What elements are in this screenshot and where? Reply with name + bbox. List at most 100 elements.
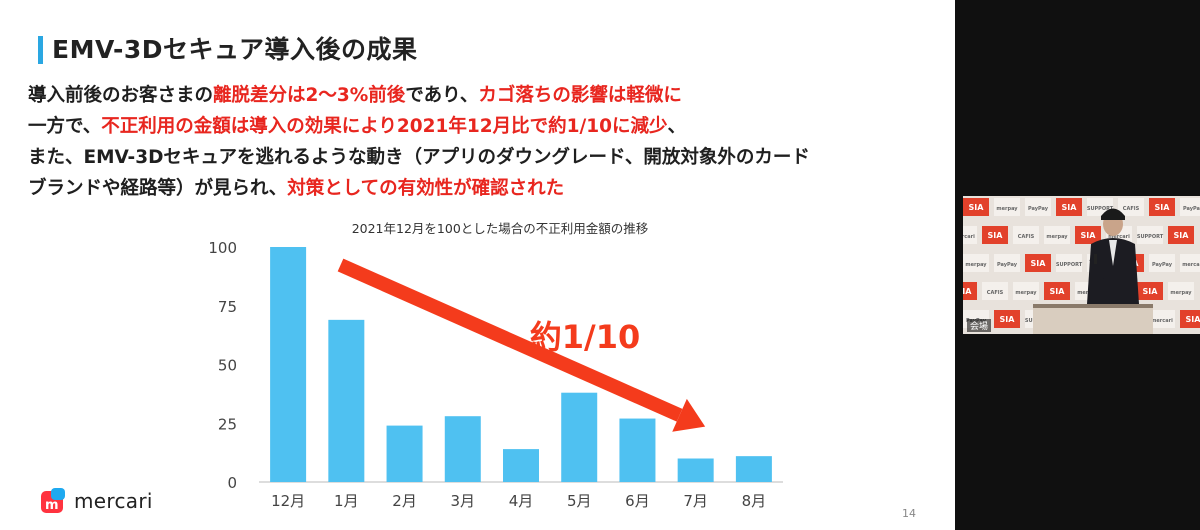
backdrop-logo-text: SIA [1186,315,1200,324]
chart-title: 2021年12月を100とした場合の不正利用金額の推移 [352,221,649,236]
x-tick-label: 8月 [742,492,767,510]
y-tick-label: 75 [218,298,237,316]
backdrop-logo-text: CAFIS [987,290,1004,296]
backdrop-logo-text: SIA [1143,287,1159,296]
backdrop-logo-tile [994,254,1020,272]
body-line: また、EMV-3Dセキュアを逃れるような動き（アプリのダウングレード、開放対象外… [28,142,943,173]
chart-annotation: 約1/10 [530,318,641,356]
y-tick-label: 100 [208,239,237,257]
body-text-segment: 、 [667,116,687,137]
backdrop-logo-tile [1149,254,1175,272]
slide-body-text: 導入前後のお客さまの離脱差分は2～3%前後であり、カゴ落ちの影響は軽微に 一方で、… [28,80,943,204]
mercari-logo-icon: m [41,488,65,513]
backdrop-logo-tile [1025,254,1051,272]
body-line: 導入前後のお客さまの離脱差分は2～3%前後であり、カゴ落ちの影響は軽微に [28,80,943,111]
backdrop-logo-tile [1149,310,1175,328]
backdrop-logo-text: SIA [1174,231,1190,240]
y-tick-label: 50 [218,357,237,375]
backdrop-logo-text: merpay [965,262,987,268]
backdrop-logo-tile [963,226,977,244]
trend-arrow [337,258,683,422]
body-text-segment: 導入前後のお客さまの [28,85,214,106]
backdrop-logo-text: SIA [1062,203,1078,212]
backdrop-logo-text: SIA [1000,315,1016,324]
mercari-logo: m mercari [40,488,153,514]
body-text-segment: また、EMV-3Dセキュアを逃れるような動き（アプリのダウングレード、開放対象外… [28,147,810,168]
podium [1033,306,1153,334]
backdrop-logo-text: CAFIS [1018,234,1035,240]
backdrop-logo-text: SIA [969,203,985,212]
backdrop-logo-text: CAFIS [1123,206,1140,212]
x-tick-label: 3月 [451,492,476,510]
backdrop-logo-tile [963,282,977,300]
backdrop-logo-tile [1013,226,1039,244]
backdrop-logo-tile [963,198,989,216]
x-tick-label: 2月 [392,492,417,510]
backdrop-logo-tile [1168,226,1194,244]
backdrop-logo-text: merpay [1046,234,1068,240]
backdrop-logo-tile [1044,282,1070,300]
backdrop-logo-tile [982,282,1008,300]
backdrop-logo-tile [1075,226,1101,244]
backdrop-logo-text: PayPay [1152,262,1173,268]
backdrop-logo-text: SIA [1050,287,1066,296]
backdrop-logo-tile [994,198,1020,216]
backdrop-logo-text: SIA [963,287,972,296]
svg-text:m: m [45,498,59,513]
backdrop-logo-text: SIA [1081,231,1097,240]
backdrop-logo-tile [1180,310,1200,328]
highlighted-text: カゴ落ちの影響は軽微に [478,85,682,106]
backdrop-logo-tile [1025,198,1051,216]
highlighted-text: 離脱差分は2～3%前後 [213,85,406,106]
backdrop-logo-tile [994,310,1020,328]
backdrop-logo-tile [1137,226,1163,244]
backdrop-logo-text: merpay [1170,290,1192,296]
backdrop-logo-tile [1168,282,1194,300]
chart-bar [503,449,539,482]
backdrop-logo-text: merpay [1015,290,1037,296]
backdrop-logo-tile [1180,198,1200,216]
chart-bar [444,416,481,482]
backdrop-logo-text: mercari [1108,234,1130,240]
chart-bar [619,418,656,482]
backdrop-logo-tile [1056,254,1082,272]
bar-chart: 2021年12月を100とした場合の不正利用金額の推移 0 25 50 75 100 12月… [208,221,783,510]
chart-bar [328,319,365,482]
backdrop-logo-tile [1056,198,1082,216]
speaker-video-feed[interactable]: SIA merpay PayPay SIA SUPPORT CAFIS SIA PayPay m… [963,196,1200,334]
body-line: 一方で、不正利用の金額は導入の効果により2021年12月比で約1/10に減少、 [28,111,943,142]
slide-title: EMV-3Dセキュア導入後の成果 [52,35,418,64]
highlighted-text: 対策としての有効性が確認された [287,178,565,199]
speaker-video-image: SIA merpay PayPay SIA SUPPORT CAFIS SIA PayPay m… [963,198,1200,334]
chart-bar [270,247,307,482]
backdrop-logo-text: SIA [1155,203,1171,212]
backdrop-logo-text: SIA [988,231,1004,240]
x-tick-label: 7月 [683,492,708,510]
x-tick-label: 1月 [334,492,359,510]
backdrop-logo-text: PayPay [997,262,1018,268]
y-tick-label: 25 [218,415,237,433]
x-tick-label: 5月 [567,492,592,510]
backdrop-logo-text: SUPPORT [1087,206,1114,212]
backdrop-logo-text: SUPPORT [1056,262,1083,268]
chart-bar [561,392,598,482]
body-text-segment: ブランドや経路等）が見られ、 [28,178,288,199]
x-tick-label: 12月 [271,492,305,510]
chart-bar [735,456,772,482]
backdrop-logo-text: PayPay [1183,206,1200,212]
backdrop-logo-tile [1044,226,1070,244]
backdrop-logo-text: SIA [1031,259,1047,268]
page-number: 14 [902,507,916,520]
body-text-segment: であり、 [405,85,479,106]
trend-arrowhead [672,398,706,432]
backdrop-logo-text: mercari [1182,262,1200,268]
body-line: ブランドや経路等）が見られ、対策としての有効性が確認された [28,173,943,204]
backdrop-logo-tile [1013,282,1039,300]
backdrop-logo-tile [982,226,1008,244]
backdrop-logo-tile [1149,198,1175,216]
x-tick-label: 6月 [625,492,650,510]
backdrop-logo-text: mercari [1151,318,1173,324]
y-tick-label: 0 [227,474,237,492]
title-accent-bar [38,36,43,64]
body-text-segment: 一方で、 [28,116,102,137]
